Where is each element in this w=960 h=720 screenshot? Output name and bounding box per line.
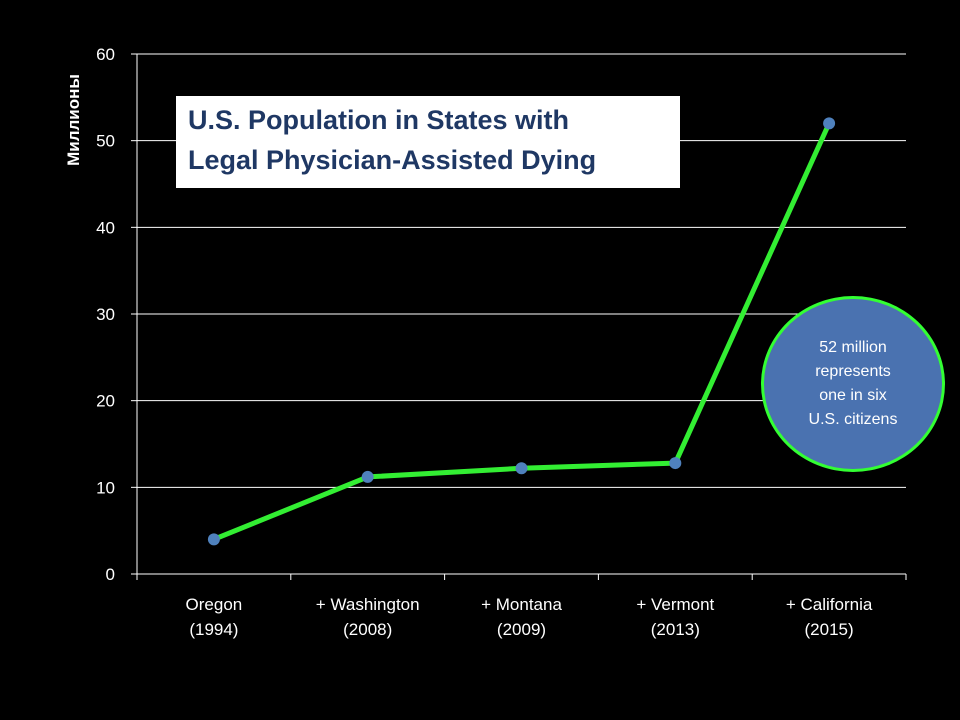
data-point-0-2 [515,462,528,475]
y-tick-label-20: 20 [96,392,115,411]
annotation-callout: 52 million represents one in six U.S. ci… [761,296,945,472]
y-tick-label-0: 0 [106,565,115,584]
x-tick-label-0-line-0: Oregon [186,595,243,614]
annotation-line-4: U.S. citizens [808,411,898,428]
x-tick-label-4-line-0: + California [786,595,873,614]
chart-title-line-2: Legal Physician-Assisted Dying [188,145,597,175]
x-tick-label-0-line-1: (1994) [189,620,238,639]
x-tick-label-4-line-1: (2015) [805,620,854,639]
annotation-line-2: represents [815,363,891,380]
x-tick-label-2-line-1: (2009) [497,620,546,639]
y-tick-label-50: 50 [96,132,115,151]
data-point-0-0 [207,533,220,546]
x-tick-label-1-line-0: + Washington [316,595,420,614]
y-tick-label-10: 10 [96,478,115,497]
chart-title-line-1: U.S. Population in States with [188,105,570,135]
x-tick-label-2-line-0: + Montana [481,595,562,614]
x-tick-label-1-line-1: (2008) [343,620,392,639]
x-tick-label-2: + Montana (2009) [481,595,562,639]
data-point-0-3 [669,457,682,470]
y-tick-label-40: 40 [96,218,115,237]
data-point-0-4 [823,117,836,130]
x-tick-label-3-line-0: + Vermont [636,595,714,614]
y-tick-labels: 0 10 20 30 40 50 60 [96,45,115,584]
x-tick-label-0: Oregon (1994) [186,595,243,639]
annotation-line-3: one in six [819,387,887,404]
series-layer [207,117,836,546]
x-tick-label-4: + California (2015) [786,595,873,639]
axes [131,53,907,580]
x-tick-label-3: + Vermont (2013) [636,595,714,639]
y-axis-label: Миллионы [64,74,83,166]
chart-title: U.S. Population in States with Legal Phy… [176,96,680,188]
y-tick-label-60: 60 [96,45,115,64]
x-tick-label-3-line-1: (2013) [651,620,700,639]
y-tick-label-30: 30 [96,305,115,324]
data-point-0-1 [361,470,374,483]
x-tick-labels: Oregon (1994) + Washington (2008) + Montana (… [186,595,873,639]
x-tick-label-1: + Washington (2008) [316,595,420,639]
annotation-line-1: 52 million [819,339,887,356]
